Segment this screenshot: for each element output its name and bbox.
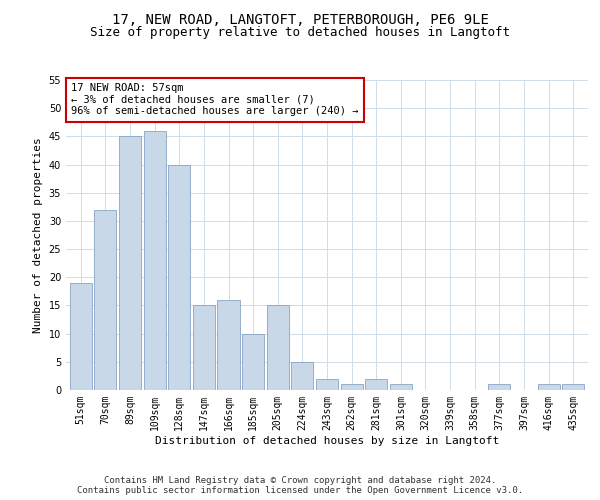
Text: Size of property relative to detached houses in Langtoft: Size of property relative to detached ho… [90,26,510,39]
Bar [562,384,584,390]
Bar [316,378,338,390]
Bar [168,164,190,390]
Bar [94,210,116,390]
Y-axis label: Number of detached properties: Number of detached properties [33,137,43,333]
Bar [538,384,560,390]
Bar [242,334,264,390]
Text: 17, NEW ROAD, LANGTOFT, PETERBOROUGH, PE6 9LE: 17, NEW ROAD, LANGTOFT, PETERBOROUGH, PE… [112,12,488,26]
X-axis label: Distribution of detached houses by size in Langtoft: Distribution of detached houses by size … [155,436,499,446]
Bar [266,306,289,390]
Bar [291,362,313,390]
Bar [193,306,215,390]
Bar [143,130,166,390]
Bar [365,378,388,390]
Bar [70,283,92,390]
Bar [488,384,511,390]
Bar [217,300,239,390]
Text: Contains HM Land Registry data © Crown copyright and database right 2024.
Contai: Contains HM Land Registry data © Crown c… [77,476,523,495]
Text: 17 NEW ROAD: 57sqm
← 3% of detached houses are smaller (7)
96% of semi-detached : 17 NEW ROAD: 57sqm ← 3% of detached hous… [71,83,359,116]
Bar [341,384,363,390]
Bar [390,384,412,390]
Bar [119,136,141,390]
